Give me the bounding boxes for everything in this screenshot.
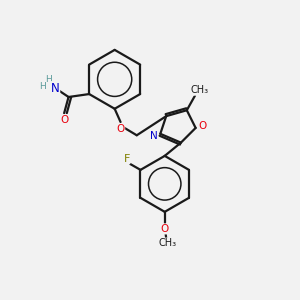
Text: F: F: [124, 154, 130, 164]
Text: CH₃: CH₃: [190, 85, 208, 95]
Text: N: N: [150, 131, 158, 141]
Text: O: O: [60, 115, 68, 125]
Text: H: H: [46, 75, 52, 84]
Text: H: H: [40, 82, 46, 91]
Text: CH₃: CH₃: [159, 238, 177, 248]
Text: N: N: [51, 82, 60, 95]
Text: O: O: [198, 122, 206, 131]
Text: O: O: [116, 124, 125, 134]
Text: O: O: [160, 224, 169, 234]
